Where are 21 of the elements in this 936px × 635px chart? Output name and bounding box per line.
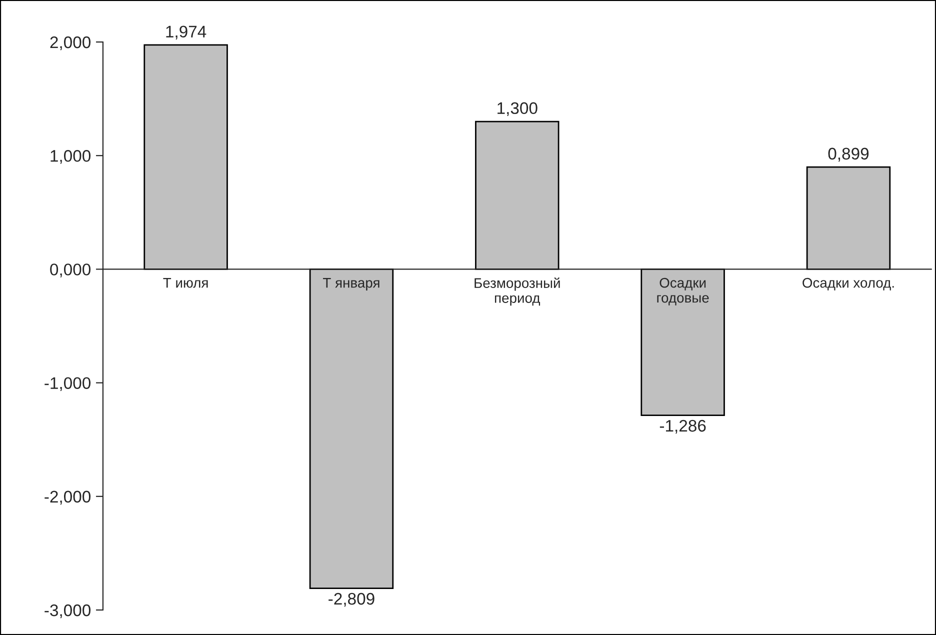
bar: [806, 166, 891, 270]
data-label: -1,286: [660, 420, 706, 434]
bar: [640, 268, 725, 416]
y-tick-label: 2,000: [50, 36, 91, 50]
data-label: 0,899: [828, 148, 869, 162]
y-tick-label: 1,000: [50, 150, 91, 164]
data-label: -2,809: [328, 592, 374, 607]
x-tick-label: Осадки холод.: [802, 278, 894, 290]
y-tick-label: 0,000: [50, 264, 91, 278]
bar: [475, 120, 560, 270]
x-tick-label: Т января: [322, 278, 380, 290]
x-tick-label: Осадки годовые: [657, 278, 709, 306]
x-tick-label: Т июля: [163, 278, 208, 288]
bar: [309, 268, 394, 589]
y-tick-label: -3,000: [44, 604, 91, 618]
x-tick-label: Безморозный период: [474, 278, 560, 306]
data-label: 1,300: [498, 102, 538, 116]
y-tick-label: -2,000: [44, 490, 91, 505]
bar: [144, 44, 228, 270]
data-label: 1,974: [166, 26, 206, 40]
y-tick-label: -1,000: [44, 377, 91, 391]
